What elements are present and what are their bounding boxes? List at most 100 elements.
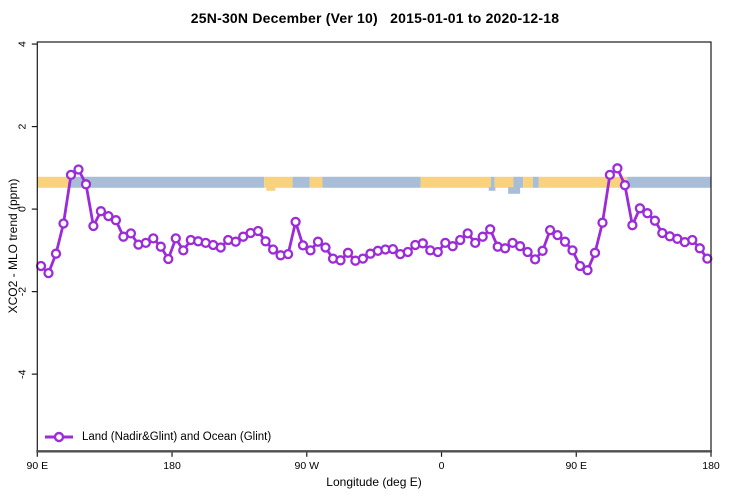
map-band-segment-ocean: [70, 176, 265, 188]
data-point-marker: [627, 220, 638, 231]
y-tick-label: 0: [16, 206, 28, 212]
data-point-marker: [402, 246, 413, 258]
data-point-marker: [95, 206, 107, 217]
data-point-marker: [215, 242, 226, 253]
data-point-marker: [35, 260, 47, 272]
data-point-marker: [455, 234, 466, 246]
data-point-marker: [155, 241, 166, 252]
data-point-marker: [702, 253, 713, 264]
data-point-marker: [320, 242, 331, 253]
data-point-marker: [604, 169, 616, 181]
data-point-marker: [462, 228, 473, 239]
data-point-marker: [178, 245, 189, 256]
map-band-protrusion-ocean: [508, 187, 521, 194]
data-point-marker: [499, 243, 511, 254]
data-point-marker: [612, 163, 623, 174]
data-point-marker: [252, 225, 264, 237]
data-point-marker: [544, 224, 556, 236]
map-band-segment-land: [264, 176, 293, 188]
data-point-marker: [290, 216, 301, 228]
y-tick-label: 2: [16, 124, 28, 130]
chart-title: 25N-30N December (Ver 10) 2015-01-01 to …: [190, 10, 560, 26]
legend-line-marker-icon: [45, 431, 73, 442]
data-point-marker: [417, 238, 428, 249]
data-point-marker: [305, 245, 316, 256]
data-point-marker: [267, 244, 279, 255]
x-tick-label: 180: [702, 460, 720, 472]
data-point-marker: [634, 203, 646, 214]
data-point-marker: [597, 217, 608, 228]
data-point-marker: [297, 240, 309, 251]
data-point-marker: [514, 241, 526, 252]
data-point-marker: [522, 246, 533, 258]
data-point-marker: [125, 228, 137, 239]
map-band-segment-land: [420, 176, 491, 188]
data-point-marker: [619, 180, 631, 191]
map-band-segment-ocean: [322, 176, 421, 188]
data-point-marker: [470, 237, 481, 249]
map-band-segment-ocean: [490, 176, 495, 188]
x-tick-label: 0: [439, 460, 445, 472]
y-tick-label: -4: [16, 369, 28, 378]
data-point-marker: [432, 246, 443, 258]
data-point-marker: [589, 247, 601, 258]
map-band-protrusion-land: [266, 187, 276, 191]
data-point-marker: [260, 236, 271, 247]
data-point-marker: [73, 164, 84, 175]
legend-label: Land (Nadir&Glint) and Ocean (Glint): [82, 430, 272, 443]
map-band-segment-land: [538, 176, 628, 188]
x-tick-label: 90 E: [565, 460, 587, 472]
data-point-marker: [357, 253, 369, 264]
map-band-segment-ocean: [292, 176, 310, 188]
data-point-marker: [567, 245, 578, 256]
data-point-marker: [163, 253, 174, 265]
data-point-marker: [103, 210, 114, 222]
y-tick-label: -2: [16, 287, 28, 296]
data-point-marker: [148, 233, 159, 244]
map-band-segment-ocean: [532, 176, 539, 188]
x-tick-label: 90 W: [295, 460, 320, 472]
data-point-marker: [537, 245, 548, 256]
data-point-marker: [230, 236, 241, 247]
data-point-marker: [387, 243, 399, 255]
data-point-marker: [58, 218, 69, 229]
legend: Land (Nadir&Glint) and Ocean (Glint): [44, 428, 271, 445]
map-band-segment-land: [37, 176, 71, 188]
y-axis-label: XCO2 - MLO trend (ppm): [6, 178, 20, 314]
data-point-marker: [43, 267, 54, 279]
data-point-marker: [447, 241, 458, 252]
y-tick-label: 4: [16, 41, 28, 47]
map-band-segment-land: [494, 176, 514, 188]
data-point-marker: [529, 254, 541, 265]
data-point-marker: [110, 215, 122, 226]
data-point-marker: [88, 220, 99, 232]
data-point-marker: [80, 179, 92, 190]
map-band-segment-land: [309, 176, 323, 188]
data-point-marker: [694, 243, 705, 254]
data-point-marker: [552, 229, 563, 241]
x-tick-label: 90 E: [26, 460, 48, 472]
x-axis-label: Longitude (deg E): [326, 475, 422, 489]
data-point-marker: [170, 233, 181, 244]
data-point-marker: [335, 255, 346, 266]
x-tick-label: 180: [163, 460, 181, 472]
data-point-marker: [342, 247, 354, 258]
data-point-marker: [485, 224, 496, 235]
data-point-marker: [642, 208, 653, 219]
map-band-protrusion-ocean: [488, 187, 496, 191]
data-point-marker: [65, 169, 77, 181]
data-point-marker: [312, 236, 324, 247]
data-point-marker: [50, 248, 62, 259]
data-point-marker: [559, 236, 571, 247]
data-point-marker: [582, 265, 593, 276]
map-band-segment-ocean: [513, 176, 524, 188]
data-point-marker: [477, 231, 488, 242]
data-point-marker: [574, 260, 586, 272]
data-point-marker: [140, 237, 151, 249]
data-point-marker: [282, 248, 294, 260]
data-point-marker: [687, 234, 698, 246]
map-band-segment-ocean: [627, 176, 711, 188]
data-point-marker: [649, 215, 661, 226]
